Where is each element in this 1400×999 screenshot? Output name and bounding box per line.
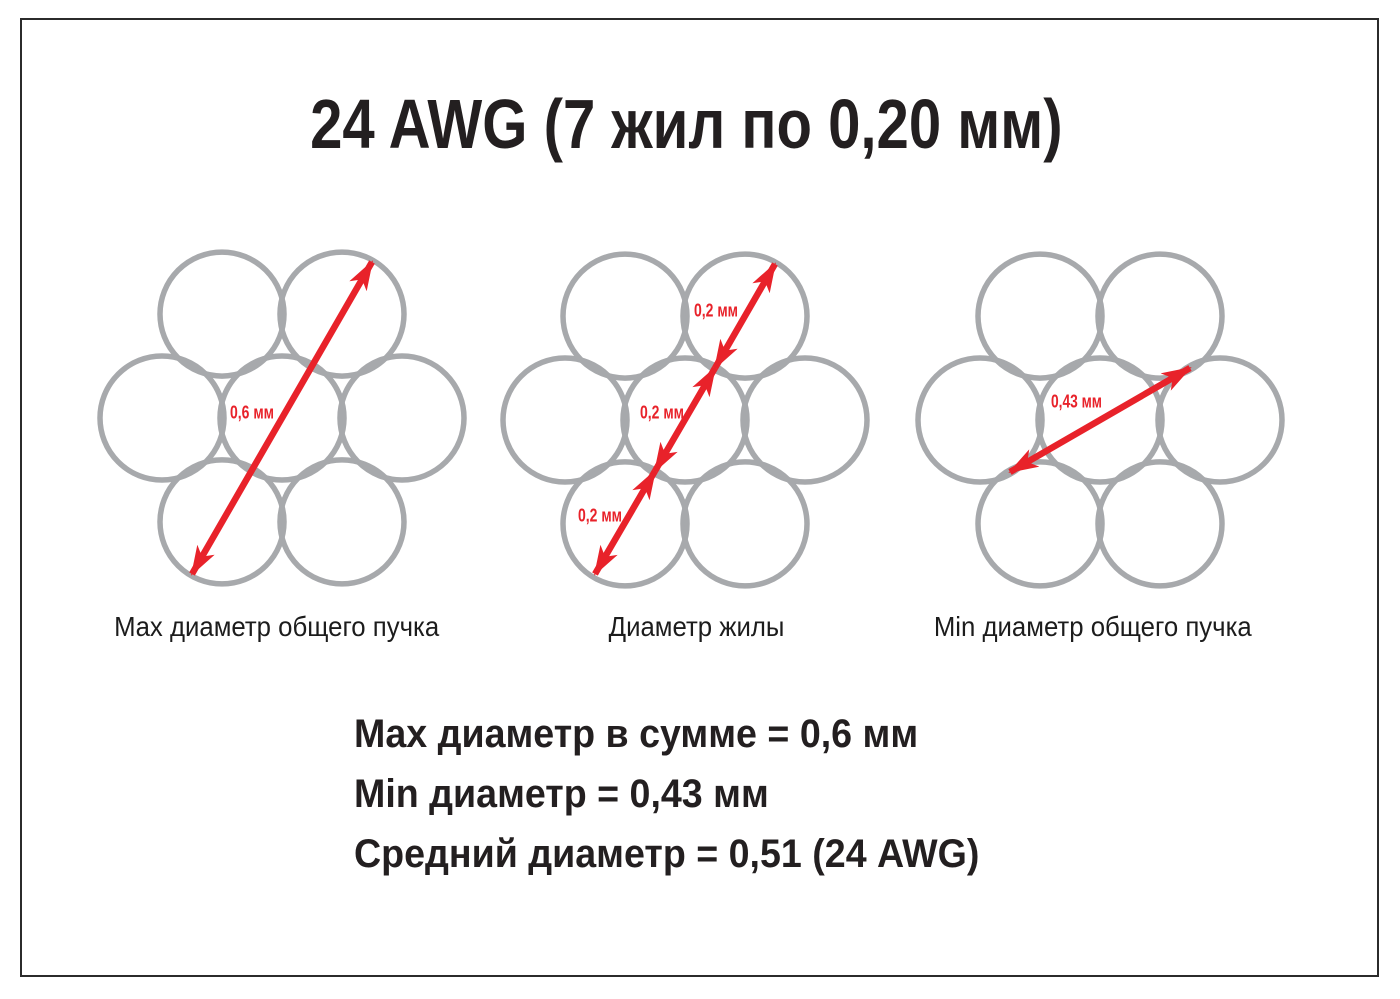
diameter-arrow: [189, 260, 375, 576]
page-border: [20, 18, 1379, 977]
summary-line-max-diameter: Max диаметр в сумме = 0,6 мм: [354, 712, 919, 756]
page-title: 24 AWG (7 жил по 0,20 мм): [309, 85, 1063, 163]
strand-circle: [620, 355, 750, 485]
strand-circle: [680, 251, 810, 381]
strand-circle: [277, 457, 407, 587]
caption-min-bundle-diameter: Min диаметр общего пучка: [934, 611, 1252, 642]
diameter-label: 0,2 мм: [578, 505, 622, 526]
bundle-min-bundle-diameter: 0,43 мм: [915, 251, 1285, 589]
strand-circle: [560, 459, 690, 589]
strand-circle: [560, 251, 690, 381]
summary-line-average-diameter: Средний диаметр = 0,51 (24 AWG): [354, 832, 980, 876]
diameter-arrow: [652, 366, 718, 473]
bundle-max-bundle-diameter: 0,6 мм: [97, 249, 467, 587]
summary-line-min-diameter: Min диаметр = 0,43 мм: [354, 772, 769, 816]
strand-circle: [740, 355, 870, 485]
bundle-strand-diameter: 0,2 мм 0,2 мм 0,2 мм: [500, 251, 870, 589]
strand-circle: [500, 355, 630, 485]
diameter-arrow: [712, 262, 778, 370]
strand-circle: [1095, 459, 1225, 589]
strand-circle: [157, 249, 287, 379]
diameter-arrow: [592, 469, 658, 576]
diameter-arrow: [1008, 365, 1192, 475]
strand-circle: [680, 459, 810, 589]
caption-max-bundle-diameter: Max диаметр общего пучка: [114, 611, 440, 642]
diameter-label: 0,2 мм: [694, 300, 738, 321]
strand-circle: [975, 251, 1105, 381]
caption-strand-diameter: Диаметр жилы: [609, 611, 785, 642]
diameter-label: 0,6 мм: [230, 402, 274, 423]
strand-circle: [1095, 251, 1225, 381]
diameter-label: 0,43 мм: [1051, 391, 1102, 412]
diameter-label: 0,2 мм: [640, 402, 684, 423]
